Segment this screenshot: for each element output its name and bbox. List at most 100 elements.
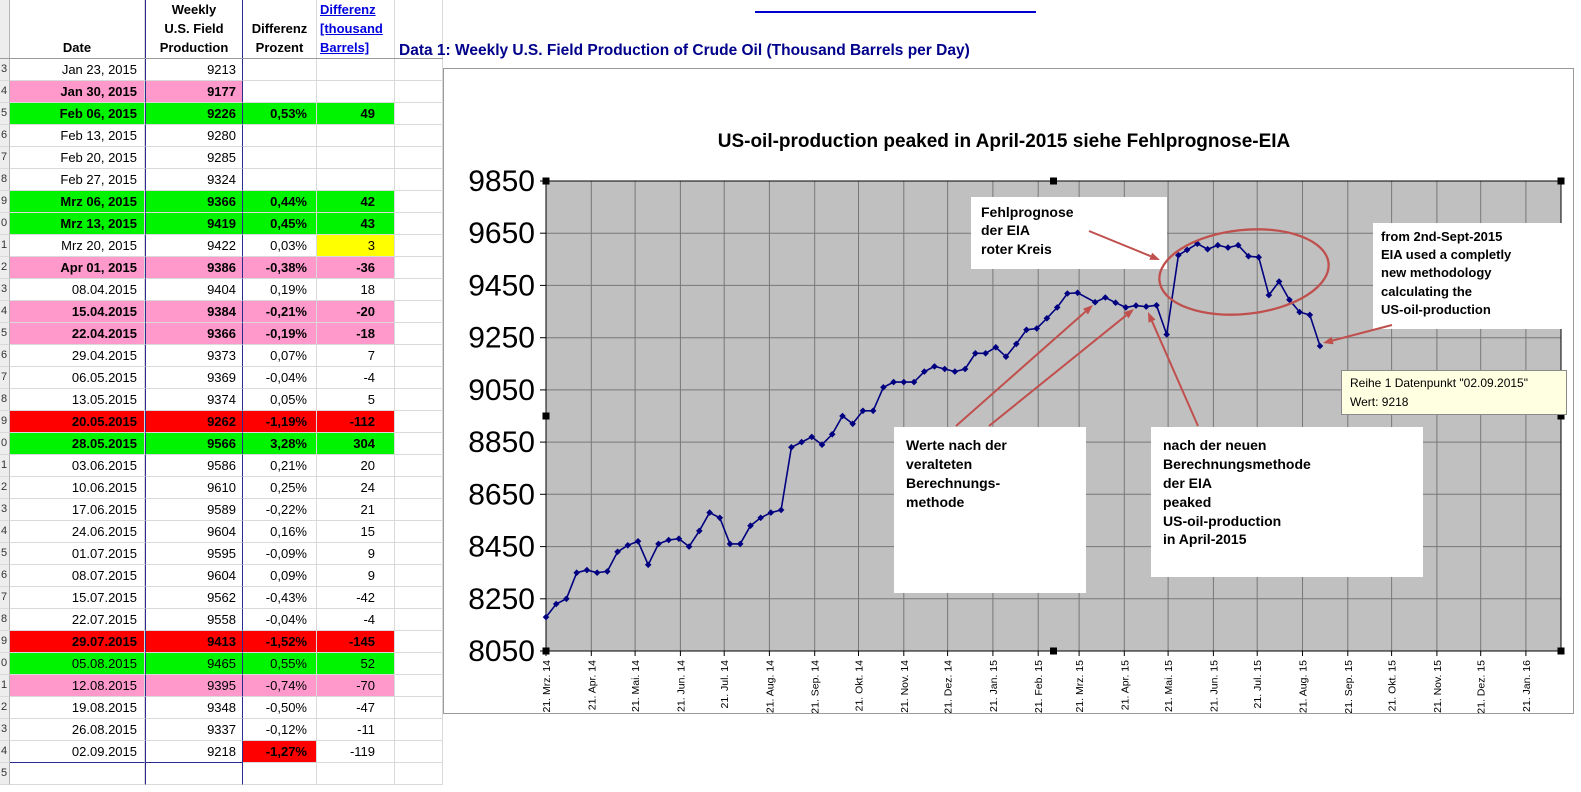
date-cell[interactable]: 29.07.2015 [10,631,145,653]
empty-cell[interactable] [395,433,443,455]
empty-cell[interactable] [395,125,443,147]
date-cell[interactable]: 08.07.2015 [10,565,145,587]
row-number[interactable]: 0 [0,213,10,235]
production-cell[interactable]: 9595 [145,543,243,565]
differenz-barrels-cell[interactable]: -20 [317,301,395,323]
differenz-percent-cell[interactable]: -1,27% [243,741,317,763]
date-cell[interactable]: Feb 06, 2015 [10,103,145,125]
differenz-barrels-cell[interactable]: -11 [317,719,395,741]
differenz-barrels-cell[interactable]: -112 [317,411,395,433]
date-cell[interactable]: 05.08.2015 [10,653,145,675]
differenz-percent-cell[interactable]: 0,45% [243,213,317,235]
production-cell[interactable]: 9604 [145,521,243,543]
empty-cell[interactable] [395,499,443,521]
date-cell[interactable]: Feb 27, 2015 [10,169,145,191]
row-number[interactable]: 3 [0,279,10,301]
production-cell[interactable]: 9562 [145,587,243,609]
differenz-percent-cell[interactable]: -1,52% [243,631,317,653]
production-cell[interactable]: 9218 [145,741,243,763]
differenz-percent-cell[interactable]: -0,43% [243,587,317,609]
production-cell[interactable]: 9422 [145,235,243,257]
empty-cell[interactable] [395,59,443,81]
production-cell[interactable]: 9374 [145,389,243,411]
empty-cell[interactable] [395,103,443,125]
production-cell[interactable]: 9386 [145,257,243,279]
row-number[interactable]: 2 [0,257,10,279]
date-cell[interactable]: 13.05.2015 [10,389,145,411]
empty-cell[interactable] [395,455,443,477]
differenz-barrels-cell[interactable]: 5 [317,389,395,411]
empty-cell[interactable] [395,389,443,411]
annotation-fehlprognose[interactable]: Fehlprognose der EIA roter Kreis [971,197,1167,269]
row-number[interactable]: 3 [0,719,10,741]
date-cell[interactable]: Jan 30, 2015 [10,81,145,103]
date-cell[interactable]: 20.05.2015 [10,411,145,433]
empty-cell[interactable] [395,191,443,213]
production-cell[interactable]: 9395 [145,675,243,697]
row-number[interactable]: 7 [0,147,10,169]
row-number[interactable]: 3 [0,499,10,521]
empty-cell[interactable] [395,763,443,785]
date-cell[interactable]: 19.08.2015 [10,697,145,719]
differenz-barrels-cell[interactable] [317,763,395,785]
differenz-barrels-cell[interactable]: -119 [317,741,395,763]
empty-cell[interactable] [395,367,443,389]
empty-cell[interactable] [395,235,443,257]
production-cell[interactable]: 9369 [145,367,243,389]
differenz-barrels-cell[interactable]: 24 [317,477,395,499]
differenz-percent-cell[interactable]: -0,50% [243,697,317,719]
differenz-percent-cell[interactable] [243,125,317,147]
differenz-percent-cell[interactable]: -0,22% [243,499,317,521]
production-cell[interactable]: 9465 [145,653,243,675]
date-cell[interactable]: 06.05.2015 [10,367,145,389]
annotation-old-method[interactable]: Werte nach der veralteten Berechnungs- m… [894,427,1086,593]
production-cell[interactable]: 9373 [145,345,243,367]
row-number[interactable]: 6 [0,345,10,367]
row-number[interactable]: 2 [0,697,10,719]
row-number[interactable]: 9 [0,631,10,653]
empty-cell[interactable] [395,147,443,169]
row-number[interactable]: 6 [0,125,10,147]
date-cell[interactable]: 22.04.2015 [10,323,145,345]
differenz-percent-cell[interactable]: -0,38% [243,257,317,279]
production-cell[interactable]: 9348 [145,697,243,719]
date-cell[interactable]: 22.07.2015 [10,609,145,631]
differenz-percent-cell[interactable]: 0,03% [243,235,317,257]
production-cell[interactable]: 9404 [145,279,243,301]
differenz-barrels-cell[interactable]: -145 [317,631,395,653]
row-number[interactable]: 7 [0,367,10,389]
differenz-barrels-cell[interactable]: -47 [317,697,395,719]
selection-handles[interactable] [542,177,1565,655]
empty-cell[interactable] [395,81,443,103]
chart[interactable]: 8050 8250 8450 8650 8850 9050 9250 9450 9650 9850… [443,68,1574,714]
production-cell[interactable]: 9604 [145,565,243,587]
production-cell[interactable]: 9413 [145,631,243,653]
differenz-percent-cell[interactable]: 0,19% [243,279,317,301]
date-cell[interactable]: Mrz 06, 2015 [10,191,145,213]
empty-cell[interactable] [395,411,443,433]
row-number[interactable]: 1 [0,455,10,477]
production-cell[interactable]: 9366 [145,191,243,213]
row-number[interactable]: 0 [0,653,10,675]
differenz-percent-cell[interactable]: -0,09% [243,543,317,565]
date-cell[interactable]: Feb 13, 2015 [10,125,145,147]
differenz-percent-cell[interactable]: -0,04% [243,367,317,389]
date-cell[interactable]: 17.06.2015 [10,499,145,521]
differenz-percent-cell[interactable]: 0,55% [243,653,317,675]
differenz-barrels-cell[interactable]: -70 [317,675,395,697]
row-number[interactable]: 1 [0,235,10,257]
differenz-barrels-cell[interactable]: 7 [317,345,395,367]
empty-cell[interactable] [395,631,443,653]
row-number[interactable]: 4 [0,521,10,543]
differenz-barrels-cell[interactable]: -36 [317,257,395,279]
empty-cell[interactable] [395,565,443,587]
barrels-header-link-l3[interactable]: Barrels] [320,40,370,55]
production-cell[interactable]: 9177 [145,81,243,103]
differenz-percent-cell[interactable] [243,763,317,785]
date-cell[interactable]: 15.04.2015 [10,301,145,323]
differenz-barrels-cell[interactable] [317,59,395,81]
empty-cell[interactable] [395,609,443,631]
empty-cell[interactable] [395,675,443,697]
row-number[interactable]: 4 [0,301,10,323]
barrels-header-link-l1[interactable]: Differenz [320,2,376,17]
